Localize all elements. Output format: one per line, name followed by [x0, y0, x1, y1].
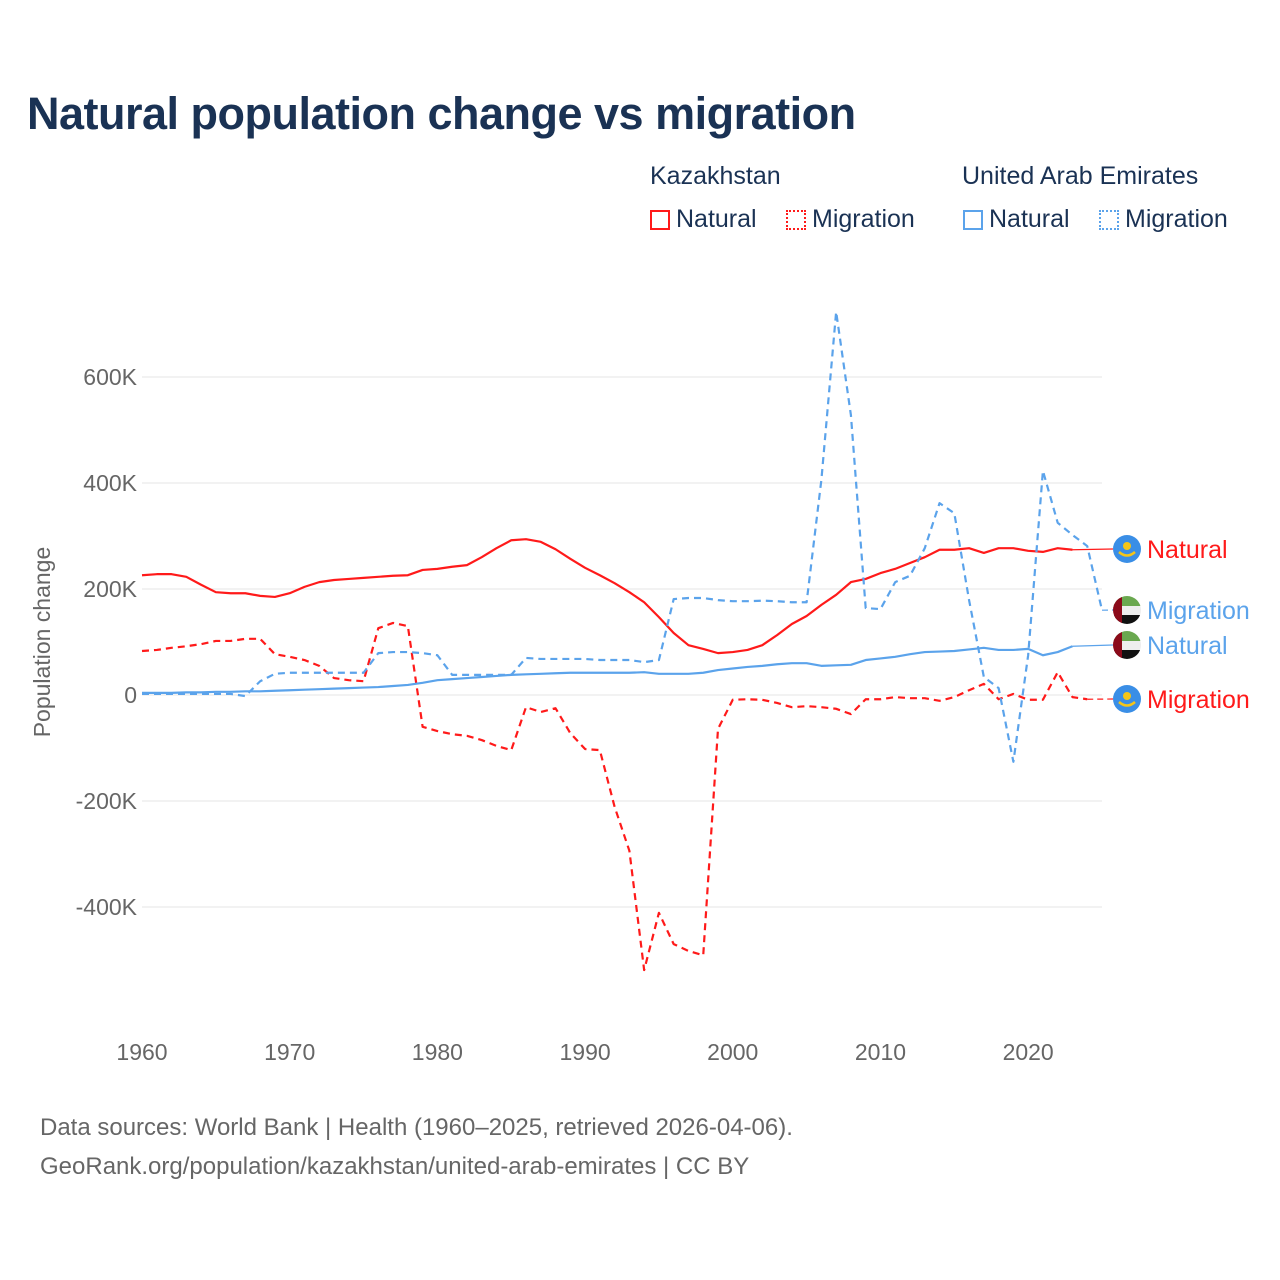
flag-sun	[1123, 692, 1131, 700]
x-tick-label: 2000	[707, 1039, 758, 1065]
y-axis-label: Population change	[29, 547, 55, 738]
y-tick-label: 0	[124, 682, 137, 708]
kazakhstan-flag-icon	[1113, 685, 1141, 713]
end-label: Natural	[1147, 536, 1228, 564]
legend-swatch-dotted	[1099, 209, 1119, 230]
x-tick-label: 1960	[116, 1039, 167, 1065]
legend-label: Natural	[676, 205, 757, 233]
line-chart: Population change -400K -200K 0 200K 400K 600…	[29, 310, 1250, 1065]
series-line-kazakhstan-natural	[141, 538, 1073, 655]
legend-swatch-solid	[650, 209, 670, 230]
x-tick-label: 1970	[264, 1039, 315, 1065]
legend-group-uae: United Arab Emirates	[962, 162, 1199, 190]
y-tick-label: 600K	[83, 364, 137, 390]
series-line-united-arab-emirates-migration	[142, 310, 1104, 763]
legend-label: Natural	[989, 205, 1070, 233]
flag-black	[1113, 650, 1141, 659]
label-connector	[1072, 644, 1114, 647]
flag-body	[1113, 596, 1141, 624]
flag-green	[1113, 631, 1141, 641]
y-tick-label: 200K	[83, 576, 137, 602]
x-tick-label: 2020	[1003, 1039, 1054, 1065]
label-connector	[1072, 548, 1114, 551]
uae-flag-icon	[1113, 596, 1141, 624]
flag-body	[1113, 631, 1141, 659]
flag-eagle	[1118, 551, 1136, 557]
uae-flag-icon	[1113, 631, 1141, 659]
y-tick-label: 400K	[83, 470, 137, 496]
legend-label: Migration	[1125, 205, 1228, 233]
flag-red	[1113, 596, 1122, 624]
source-line: Data sources: World Bank | Health (1960–…	[40, 1114, 793, 1141]
legend-uae-natural[interactable]: Natural	[963, 205, 1070, 234]
source-link[interactable]: GeoRank.org/population/kazakhstan/united…	[40, 1153, 750, 1180]
x-tick-label: 1990	[559, 1039, 610, 1065]
series-line-united-arab-emirates-natural	[142, 645, 1073, 694]
flag-white	[1113, 606, 1141, 615]
end-label: Migration	[1147, 597, 1250, 625]
legend-label: Migration	[812, 205, 915, 233]
series-line-kazakhstan-migration	[141, 621, 1088, 972]
legend-uae-migration[interactable]: Migration	[1099, 205, 1228, 234]
y-tick-label: -400K	[76, 894, 138, 920]
chart-title: Natural population change vs migration	[27, 88, 856, 139]
flag-white	[1113, 641, 1141, 650]
x-tick-label: 2010	[855, 1039, 906, 1065]
legend-swatch-solid	[963, 209, 983, 230]
legend-group-kazakhstan: Kazakhstan	[650, 162, 781, 190]
end-label: Migration	[1147, 686, 1250, 714]
legend-swatch-dotted	[786, 209, 806, 230]
y-tick-label: -200K	[76, 788, 138, 814]
x-tick-label: 1980	[412, 1039, 463, 1065]
legend-kz-natural[interactable]: Natural	[650, 205, 757, 234]
kazakhstan-flag-icon	[1113, 535, 1141, 563]
source-note: Data sources: World Bank | Health (1960–…	[40, 1108, 793, 1186]
end-label: Natural	[1147, 632, 1228, 660]
flag-red	[1113, 631, 1122, 659]
flag-green	[1113, 596, 1141, 606]
flag-sun	[1123, 542, 1131, 550]
flag-eagle	[1118, 701, 1136, 707]
legend-kz-migration[interactable]: Migration	[786, 205, 915, 234]
flag-black	[1113, 615, 1141, 624]
